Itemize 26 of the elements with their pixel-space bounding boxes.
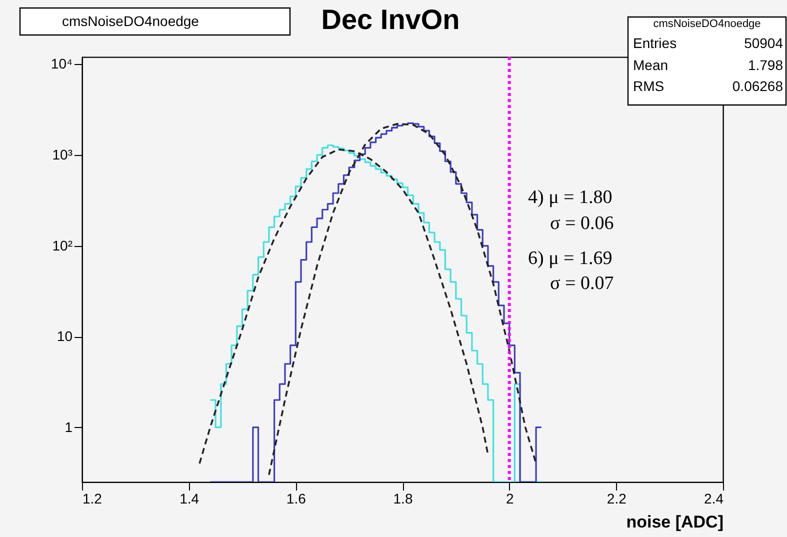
x-tick-label: 1.8 <box>393 490 413 506</box>
x-axis-title: noise [ADC] <box>626 512 724 532</box>
x-tick-label: 1.4 <box>180 490 200 506</box>
annotation: σ = 0.06 <box>550 213 614 234</box>
x-tick-label: 1.6 <box>286 490 306 506</box>
x-tick-label: 2.4 <box>704 490 724 506</box>
x-tick-label: 2 <box>506 490 514 506</box>
annotation: 4) μ = 1.80 <box>528 187 612 208</box>
text: 0.06268 <box>732 78 784 94</box>
x-tick-label: 1.2 <box>82 490 102 506</box>
annotation: 6) μ = 1.69 <box>528 248 612 269</box>
text: 50904 <box>744 35 784 51</box>
y-tick-label: 10⁴ <box>50 56 72 72</box>
y-tick-label: 10³ <box>52 146 73 162</box>
y-tick-label: 10² <box>52 237 73 254</box>
text: Entries <box>633 35 677 51</box>
x-tick-label: 2.2 <box>606 490 627 506</box>
annotation: σ = 0.07 <box>550 273 614 294</box>
annotation: RMS <box>633 78 664 94</box>
text: cmsNoiseDO4noedge <box>653 18 761 30</box>
chart-title: Dec InvOn <box>321 4 460 35</box>
text: 1.798 <box>748 57 784 73</box>
y-tick-label: 1 <box>64 418 73 435</box>
y-tick-label: 10 <box>56 328 73 344</box>
annotation: Mean <box>633 57 668 73</box>
text: cmsNoiseDO4noedge <box>62 13 200 29</box>
